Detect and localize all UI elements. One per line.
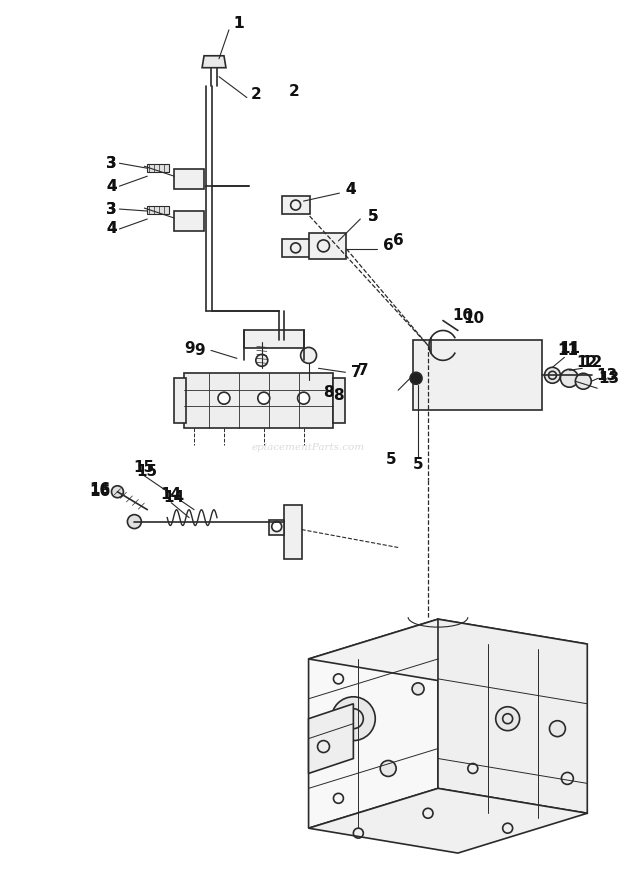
Polygon shape [309, 704, 353, 773]
Circle shape [301, 347, 317, 364]
Circle shape [410, 372, 422, 385]
Circle shape [549, 720, 565, 737]
Circle shape [412, 683, 424, 695]
Text: 3: 3 [106, 201, 117, 216]
Text: 11: 11 [559, 341, 580, 356]
Text: eplacementParts.com: eplacementParts.com [252, 444, 365, 453]
Text: 5: 5 [368, 208, 379, 223]
Polygon shape [309, 619, 438, 828]
Text: 6: 6 [393, 234, 404, 249]
Text: 8: 8 [323, 385, 334, 399]
Bar [184, 373, 334, 428]
Circle shape [298, 392, 309, 404]
Text: 4: 4 [345, 181, 356, 197]
Circle shape [575, 373, 591, 389]
Polygon shape [438, 619, 587, 814]
Text: 4: 4 [106, 221, 117, 236]
Text: 11: 11 [557, 343, 578, 358]
Text: 12: 12 [582, 355, 603, 370]
Text: 9: 9 [194, 343, 205, 358]
Text: 15: 15 [137, 464, 158, 480]
Text: 1: 1 [234, 17, 244, 31]
Text: 4: 4 [345, 181, 356, 197]
Circle shape [317, 240, 329, 252]
Bar [244, 330, 304, 349]
Polygon shape [202, 56, 226, 68]
Bar [148, 206, 169, 214]
Bar [413, 340, 542, 410]
Text: 6: 6 [383, 238, 394, 254]
Circle shape [560, 370, 578, 387]
Text: 16: 16 [89, 484, 110, 500]
Text: 15: 15 [134, 460, 155, 475]
Text: 3: 3 [106, 156, 117, 171]
Text: 13: 13 [596, 368, 618, 383]
Text: 16: 16 [89, 482, 110, 497]
Text: 3: 3 [106, 201, 117, 216]
Text: 14: 14 [161, 487, 182, 502]
Bar [268, 520, 284, 535]
Text: 8: 8 [333, 388, 343, 403]
Bar [174, 169, 204, 189]
Text: 12: 12 [577, 355, 598, 370]
Circle shape [332, 697, 375, 740]
Polygon shape [309, 788, 587, 853]
Bar [174, 378, 186, 423]
Text: 5: 5 [413, 458, 423, 473]
Circle shape [256, 354, 268, 366]
Circle shape [380, 760, 396, 776]
Bar [284, 505, 301, 560]
Text: 2: 2 [250, 87, 261, 102]
Text: 3: 3 [106, 156, 117, 171]
Circle shape [291, 200, 301, 210]
Text: 7: 7 [358, 363, 369, 378]
Circle shape [128, 514, 141, 528]
Polygon shape [309, 619, 587, 684]
Circle shape [258, 392, 270, 404]
Text: 2: 2 [288, 84, 299, 99]
Text: 13: 13 [599, 371, 620, 385]
Text: 1: 1 [234, 17, 244, 31]
Text: 10: 10 [453, 308, 474, 323]
Text: 14: 14 [164, 490, 185, 505]
Text: 5: 5 [368, 208, 379, 223]
Circle shape [272, 521, 281, 532]
Circle shape [218, 392, 230, 404]
Text: 4: 4 [106, 221, 117, 236]
Text: 4: 4 [106, 179, 117, 194]
Text: 4: 4 [106, 179, 117, 194]
Circle shape [544, 367, 560, 383]
Circle shape [291, 243, 301, 253]
Bar [334, 378, 345, 423]
Bar [309, 233, 347, 259]
Text: 5: 5 [386, 453, 397, 467]
Circle shape [496, 706, 520, 731]
Text: 9: 9 [184, 341, 195, 356]
Bar [148, 164, 169, 172]
Text: 7: 7 [351, 364, 361, 380]
Text: 10: 10 [463, 311, 484, 326]
Bar [281, 239, 309, 257]
Circle shape [112, 486, 123, 498]
Bar [281, 196, 309, 214]
Bar [174, 211, 204, 231]
